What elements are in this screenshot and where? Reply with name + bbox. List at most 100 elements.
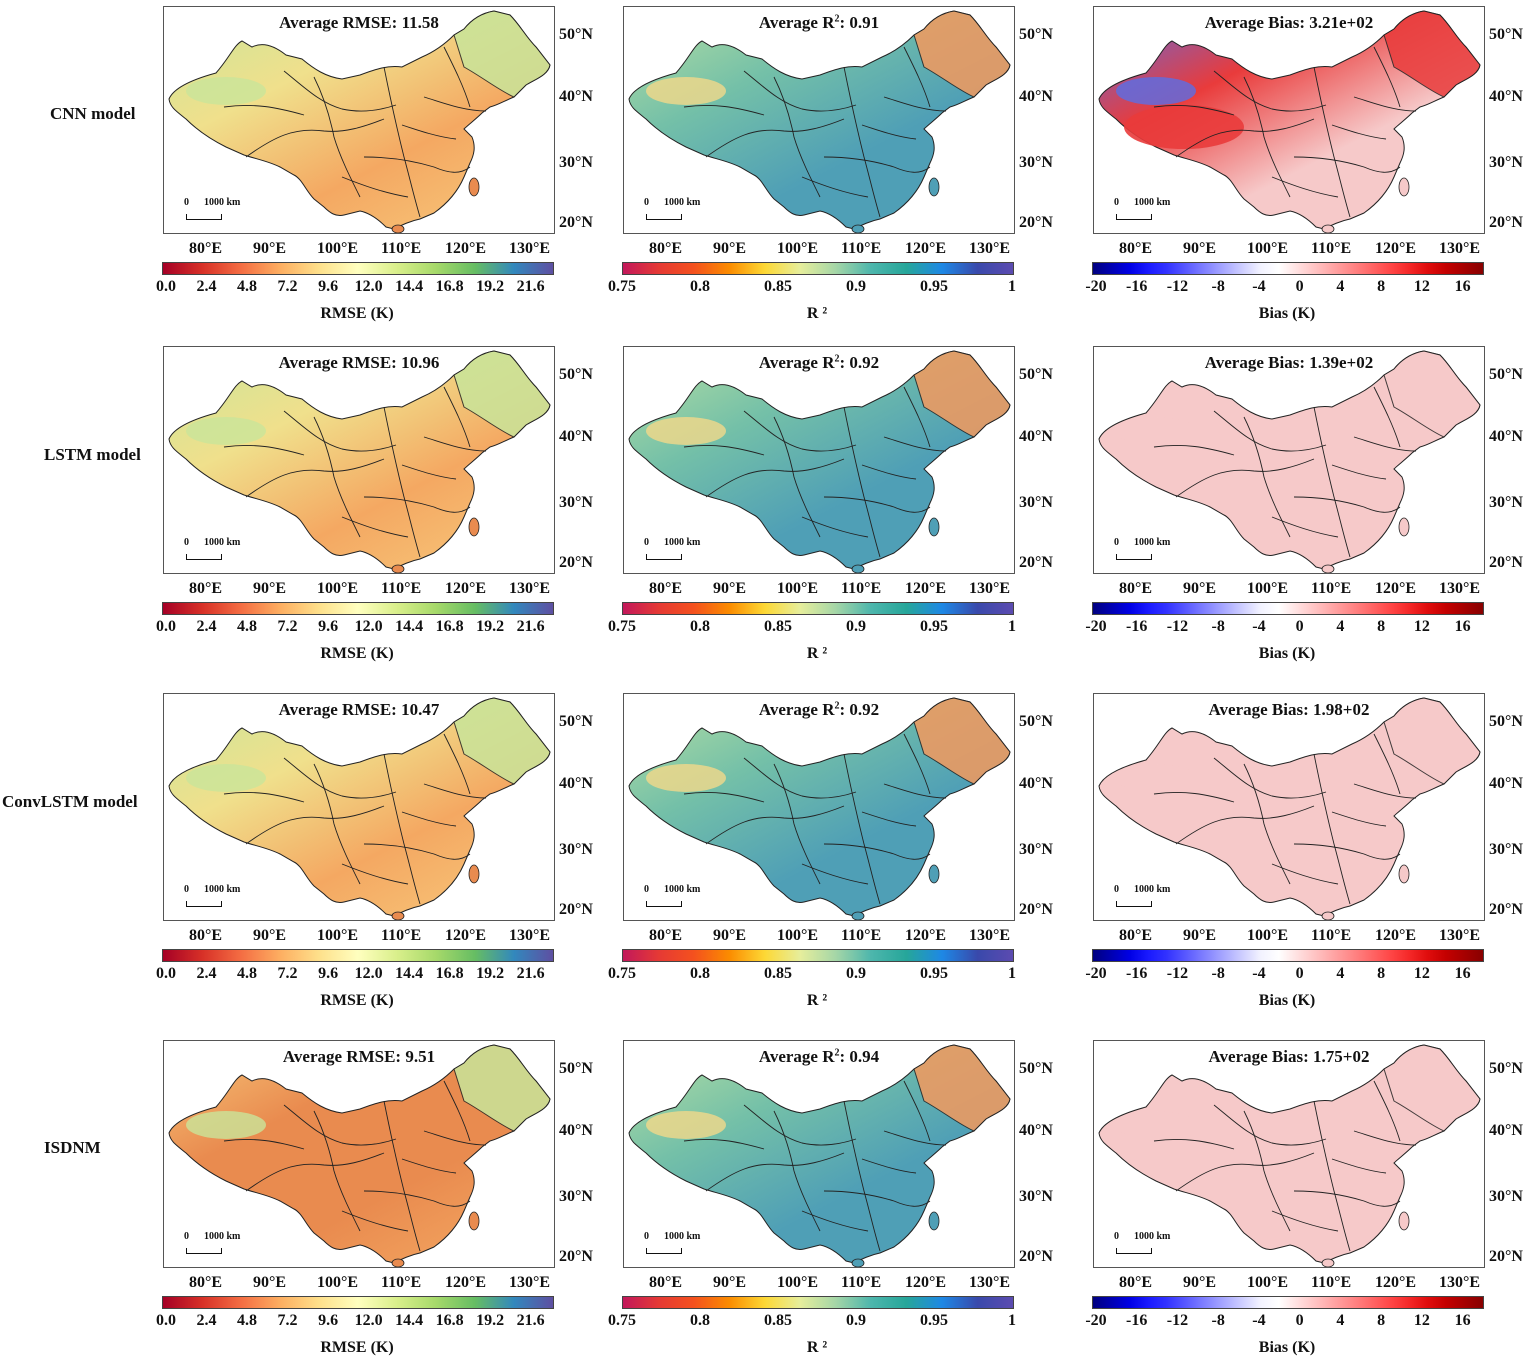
province-border <box>383 406 421 558</box>
basin-region <box>646 77 726 105</box>
title-prefix: Average Bias: <box>1208 700 1314 719</box>
colorbar-tick-label: 1 <box>1008 965 1016 982</box>
country-region <box>168 697 551 917</box>
scale-distance: 1000 km <box>1134 884 1171 895</box>
colorbar-tick-label: 4.8 <box>237 965 258 982</box>
china-map <box>1098 10 1481 233</box>
colorbar-tick-label: 4 <box>1336 965 1345 982</box>
province-border <box>363 843 471 860</box>
longitude-label: 110°E <box>1311 240 1352 257</box>
province-border <box>283 410 397 452</box>
scale-zero: 0 <box>184 1231 189 1242</box>
plateau-region <box>1124 105 1244 149</box>
latitude-label: 20°N <box>1489 1248 1523 1265</box>
country-region <box>1098 10 1481 230</box>
island <box>468 864 480 884</box>
colorbar-tick-label: 12 <box>1413 618 1430 635</box>
colorbar-tick-label: 19.2 <box>476 618 505 635</box>
latitude-label: 30°N <box>559 494 593 511</box>
province-border <box>341 516 409 538</box>
province-border <box>1313 753 1351 905</box>
longitude-label: 90°E <box>1183 240 1217 257</box>
colorbar-tick-label: 16.8 <box>435 278 464 295</box>
scale-bar: 0 1000 km <box>182 1231 252 1257</box>
colorbar-tick-label: -16 <box>1126 278 1148 295</box>
province-border <box>443 733 471 795</box>
province-border <box>223 792 305 803</box>
colorbar <box>1092 602 1484 615</box>
longitude-label: 120°E <box>1375 927 1417 944</box>
province-border <box>245 1152 385 1192</box>
colorbar-tick-label: 14.4 <box>395 1312 424 1329</box>
province-border <box>1293 1190 1401 1207</box>
colorbar <box>1092 262 1484 275</box>
scale-bar: 0 1000 km <box>642 197 712 223</box>
colorbar-tick-label: 9.6 <box>318 618 339 635</box>
province-border <box>223 1139 305 1150</box>
province-border <box>1271 176 1339 198</box>
colorbar-tick-label: 0.95 <box>920 965 948 982</box>
scale-bar: 0 1000 km <box>1112 1231 1182 1257</box>
colorbar-tick-label: 0.0 <box>156 278 176 295</box>
latitude-label: 50°N <box>1489 26 1523 43</box>
scale-distance: 1000 km <box>664 537 701 548</box>
colorbar-tick-label: -12 <box>1166 278 1189 295</box>
country-region <box>1098 697 1481 917</box>
colorbar-tick-label: -8 <box>1211 278 1225 295</box>
longitude-label: 100°E <box>777 1274 819 1291</box>
province-border <box>1213 410 1327 452</box>
colorbar-tick-label: 1 <box>1008 1312 1016 1329</box>
island <box>468 177 480 197</box>
country-region <box>628 697 1011 917</box>
latitude-label: 40°N <box>559 775 593 792</box>
title-value: 10.96 <box>401 353 440 372</box>
country-region <box>168 350 551 570</box>
panel-title: Average Bias: 1.98+02 <box>1094 700 1484 720</box>
colorbar-tick-label: -8 <box>1211 1312 1225 1329</box>
map-panel-rmse: Average RMSE: 11.58 0 1000 km <box>163 6 555 234</box>
title-prefix: Average Bias: <box>1208 1047 1314 1066</box>
colorbar-tick-label: 7.2 <box>277 1312 298 1329</box>
scale-bar: 0 1000 km <box>1112 884 1182 910</box>
province-border <box>1153 445 1235 456</box>
latitude-label: 40°N <box>1019 775 1053 792</box>
latitude-label: 50°N <box>1019 713 1053 730</box>
scale-zero: 0 <box>184 537 189 548</box>
province-border <box>383 753 421 905</box>
island <box>391 1258 405 1267</box>
province-border <box>743 757 857 799</box>
colorbar <box>1092 949 1484 962</box>
northeast-region <box>453 10 551 98</box>
colorbar-tick-label: 16.8 <box>435 965 464 982</box>
latitude-label: 20°N <box>559 1248 593 1265</box>
province-border <box>223 445 305 456</box>
colorbar-title: Bias (K) <box>1258 645 1316 662</box>
latitude-label: 30°N <box>1489 841 1523 858</box>
latitude-label: 20°N <box>1019 554 1053 571</box>
basin-region <box>186 417 266 445</box>
province-border <box>843 406 881 558</box>
longitude-label: 80°E <box>649 240 683 257</box>
province-border <box>861 464 917 480</box>
panel-title: Average Bias: 1.39e+02 <box>1094 353 1484 373</box>
colorbar <box>622 262 1014 275</box>
colorbar-tick-label: -16 <box>1126 965 1148 982</box>
colorbar-tick-label: 9.6 <box>318 965 339 982</box>
longitude-label: 100°E <box>317 580 359 597</box>
province-border <box>1331 1158 1387 1174</box>
province-border <box>743 410 857 452</box>
colorbar-tick-label: -4 <box>1252 965 1266 982</box>
longitude-label: 130°E <box>969 240 1011 257</box>
title-superscript: 2 <box>834 700 840 712</box>
latitude-label: 30°N <box>1489 154 1523 171</box>
province-border <box>843 753 881 905</box>
panel-title: Average R2: 0.91 <box>624 13 1014 33</box>
colorbar-tick-label: 16 <box>1454 278 1471 295</box>
province-border <box>401 124 457 140</box>
scale-line <box>186 214 222 220</box>
panel-title: Average R2: 0.92 <box>624 700 1014 720</box>
longitude-label: 100°E <box>1247 927 1289 944</box>
longitude-label: 80°E <box>1119 927 1153 944</box>
latitude-label: 20°N <box>1489 214 1523 231</box>
province-border <box>1353 436 1417 452</box>
